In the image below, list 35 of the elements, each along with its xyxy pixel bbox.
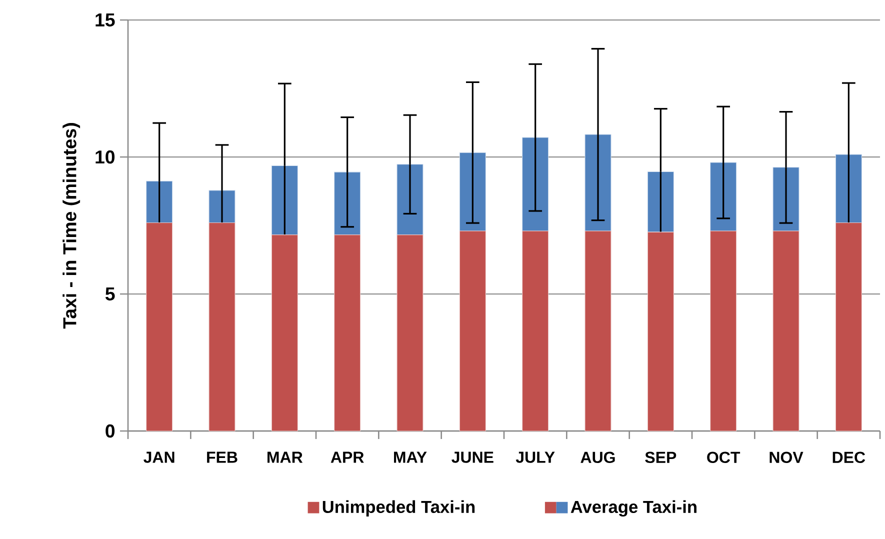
bar [334, 234, 361, 432]
x-tick-label: JAN [144, 452, 174, 463]
bar [647, 172, 674, 232]
bar [459, 230, 486, 432]
bar [835, 222, 862, 432]
y-tick-label: 5 [105, 287, 115, 301]
x-tick-label: NOV [770, 452, 804, 464]
bar [835, 154, 862, 224]
x-tick-label: OCT [707, 452, 740, 464]
bar [710, 230, 737, 432]
bar [522, 230, 549, 432]
x-tick-label: MAR [268, 452, 303, 463]
bar [584, 230, 612, 432]
bar [146, 180, 173, 224]
bar [271, 234, 298, 432]
bar [647, 232, 674, 432]
x-tick-label: APR [330, 452, 364, 463]
x-tick-label: DEC [832, 452, 866, 464]
x-tick-label: SEP [645, 452, 676, 464]
x-tick-label: JULY [516, 452, 555, 463]
y-tick-label: 15 [96, 13, 115, 27]
y-tick-label: 10 [96, 150, 115, 164]
bar [208, 222, 236, 432]
x-tick-label: JUNE [452, 452, 494, 463]
y-axis-title: Taxi - in Time (minutes) [62, 123, 80, 329]
legend-label: Unimpeded Taxi-in [322, 500, 475, 516]
legend-label: Average Taxi-in [570, 500, 696, 517]
bar [146, 222, 173, 432]
bar [271, 165, 298, 236]
x-tick-label: FEB [207, 452, 238, 463]
y-tick-label: 0 [106, 424, 115, 438]
x-tick-label: MAY [394, 452, 427, 463]
x-tick-label: AUG [580, 452, 615, 464]
bar [772, 230, 800, 432]
bar [396, 234, 424, 432]
